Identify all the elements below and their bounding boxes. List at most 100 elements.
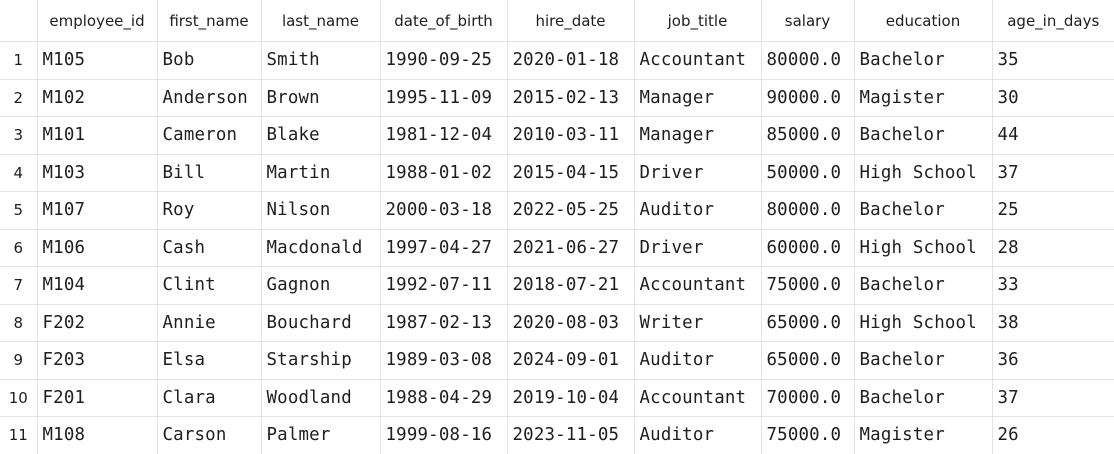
table-row[interactable]: 5 M107 Roy Nilson 2000-03-18 2022-05-25 Audito…: [0, 191, 1114, 230]
row-number[interactable]: 3: [0, 116, 38, 155]
cell-job-title[interactable]: Accountant: [634, 379, 762, 417]
table-row[interactable]: 10 F201 Clara Woodland 1988-04-29 2019-10-04 A…: [0, 379, 1114, 417]
cell-education[interactable]: Bachelor: [854, 266, 993, 305]
cell-first-name[interactable]: Clint: [157, 266, 262, 305]
cell-date-of-birth[interactable]: 1995-11-09: [380, 79, 508, 117]
cell-education[interactable]: Bachelor: [854, 379, 993, 417]
cell-salary[interactable]: 65000.0: [761, 304, 855, 342]
cell-age-in-days[interactable]: 35: [992, 41, 1114, 80]
cell-last-name[interactable]: Woodland: [261, 379, 381, 417]
cell-employee-id[interactable]: M103: [37, 154, 158, 192]
table-row[interactable]: 1 M105 Bob Smith 1990-09-25 2020-01-18 Account…: [0, 41, 1114, 80]
cell-job-title[interactable]: Driver: [634, 154, 762, 192]
cell-employee-id[interactable]: M102: [37, 79, 158, 117]
cell-employee-id[interactable]: M106: [37, 229, 158, 267]
cell-age-in-days[interactable]: 25: [992, 191, 1114, 230]
table-row[interactable]: 4 M103 Bill Martin 1988-01-02 2015-04-15 Drive…: [0, 154, 1114, 192]
row-number[interactable]: 9: [0, 341, 38, 380]
cell-hire-date[interactable]: 2020-01-18: [507, 41, 635, 80]
cell-date-of-birth[interactable]: 1987-02-13: [380, 304, 508, 342]
cell-hire-date[interactable]: 2019-10-04: [507, 379, 635, 417]
cell-first-name[interactable]: Carson: [157, 416, 262, 454]
cell-employee-id[interactable]: M108: [37, 416, 158, 454]
cell-job-title[interactable]: Accountant: [634, 41, 762, 80]
cell-salary[interactable]: 80000.0: [761, 41, 855, 80]
cell-job-title[interactable]: Driver: [634, 229, 762, 267]
column-header[interactable]: last_name: [261, 0, 381, 42]
cell-date-of-birth[interactable]: 1997-04-27: [380, 229, 508, 267]
column-header[interactable]: date_of_birth: [380, 0, 508, 42]
cell-last-name[interactable]: Gagnon: [261, 266, 381, 305]
cell-hire-date[interactable]: 2024-09-01: [507, 341, 635, 380]
table-row[interactable]: 7 M104 Clint Gagnon 1992-07-11 2018-07-21 Acco…: [0, 266, 1114, 305]
cell-job-title[interactable]: Auditor: [634, 341, 762, 380]
cell-date-of-birth[interactable]: 1988-01-02: [380, 154, 508, 192]
cell-salary[interactable]: 85000.0: [761, 116, 855, 155]
row-number[interactable]: 7: [0, 266, 38, 305]
cell-date-of-birth[interactable]: 1988-04-29: [380, 379, 508, 417]
cell-education[interactable]: Bachelor: [854, 116, 993, 155]
cell-education[interactable]: High School: [854, 304, 993, 342]
cell-date-of-birth[interactable]: 1999-08-16: [380, 416, 508, 454]
row-number[interactable]: 11: [0, 416, 38, 454]
cell-last-name[interactable]: Starship: [261, 341, 381, 380]
cell-first-name[interactable]: Bob: [157, 41, 262, 80]
cell-education[interactable]: Bachelor: [854, 341, 993, 380]
cell-salary[interactable]: 60000.0: [761, 229, 855, 267]
cell-age-in-days[interactable]: 33: [992, 266, 1114, 305]
cell-age-in-days[interactable]: 37: [992, 379, 1114, 417]
cell-first-name[interactable]: Cameron: [157, 116, 262, 155]
cell-date-of-birth[interactable]: 1981-12-04: [380, 116, 508, 155]
cell-date-of-birth[interactable]: 1990-09-25: [380, 41, 508, 80]
row-number[interactable]: 8: [0, 304, 38, 342]
cell-job-title[interactable]: Auditor: [634, 191, 762, 230]
cell-first-name[interactable]: Bill: [157, 154, 262, 192]
table-row[interactable]: 9 F203 Elsa Starship 1989-03-08 2024-09-01 Aud…: [0, 341, 1114, 380]
cell-salary[interactable]: 70000.0: [761, 379, 855, 417]
cell-hire-date[interactable]: 2010-03-11: [507, 116, 635, 155]
cell-last-name[interactable]: Brown: [261, 79, 381, 117]
cell-last-name[interactable]: Blake: [261, 116, 381, 155]
cell-first-name[interactable]: Elsa: [157, 341, 262, 380]
cell-first-name[interactable]: Anderson: [157, 79, 262, 117]
cell-date-of-birth[interactable]: 1992-07-11: [380, 266, 508, 305]
column-header[interactable]: job_title: [634, 0, 762, 42]
cell-hire-date[interactable]: 2015-04-15: [507, 154, 635, 192]
cell-last-name[interactable]: Palmer: [261, 416, 381, 454]
cell-education[interactable]: Magister: [854, 416, 993, 454]
cell-hire-date[interactable]: 2021-06-27: [507, 229, 635, 267]
cell-age-in-days[interactable]: 38: [992, 304, 1114, 342]
cell-job-title[interactable]: Accountant: [634, 266, 762, 305]
cell-date-of-birth[interactable]: 1989-03-08: [380, 341, 508, 380]
cell-hire-date[interactable]: 2022-05-25: [507, 191, 635, 230]
cell-date-of-birth[interactable]: 2000-03-18: [380, 191, 508, 230]
column-header[interactable]: age_in_days: [992, 0, 1114, 42]
cell-job-title[interactable]: Auditor: [634, 416, 762, 454]
cell-education[interactable]: High School: [854, 229, 993, 267]
cell-job-title[interactable]: Manager: [634, 116, 762, 155]
column-header[interactable]: salary: [761, 0, 855, 42]
cell-salary[interactable]: 50000.0: [761, 154, 855, 192]
cell-last-name[interactable]: Macdonald: [261, 229, 381, 267]
cell-salary[interactable]: 75000.0: [761, 266, 855, 305]
cell-last-name[interactable]: Smith: [261, 41, 381, 80]
cell-age-in-days[interactable]: 26: [997, 425, 1019, 446]
cell-last-name[interactable]: Nilson: [261, 191, 381, 230]
cell-salary[interactable]: 65000.0: [761, 341, 855, 380]
table-row[interactable]: 2 M102 Anderson Brown 1995-11-09 2015-02-13 Ma…: [0, 79, 1114, 117]
cell-salary[interactable]: 75000.0: [761, 416, 855, 454]
cell-age-in-days[interactable]: 30: [992, 79, 1114, 117]
cell-hire-date[interactable]: 2018-07-21: [507, 266, 635, 305]
cell-last-name[interactable]: Bouchard: [261, 304, 381, 342]
row-number[interactable]: 1: [0, 41, 38, 80]
row-number[interactable]: 6: [0, 229, 38, 267]
cell-age-in-days[interactable]: 36: [992, 341, 1114, 380]
cell-first-name[interactable]: Roy: [157, 191, 262, 230]
table-row[interactable]: 11 M108 Carson Palmer 1999-08-16 2023-11-05 Au…: [0, 416, 1114, 454]
table-row[interactable]: 6 M106 Cash Macdonald 1997-04-27 2021-06-27 Dr…: [0, 229, 1114, 267]
cell-salary[interactable]: 90000.0: [761, 79, 855, 117]
cell-education[interactable]: Bachelor: [854, 191, 993, 230]
cell-employee-id[interactable]: F202: [37, 304, 158, 342]
corner-cell[interactable]: [0, 0, 38, 42]
cell-employee-id[interactable]: F203: [37, 341, 158, 380]
